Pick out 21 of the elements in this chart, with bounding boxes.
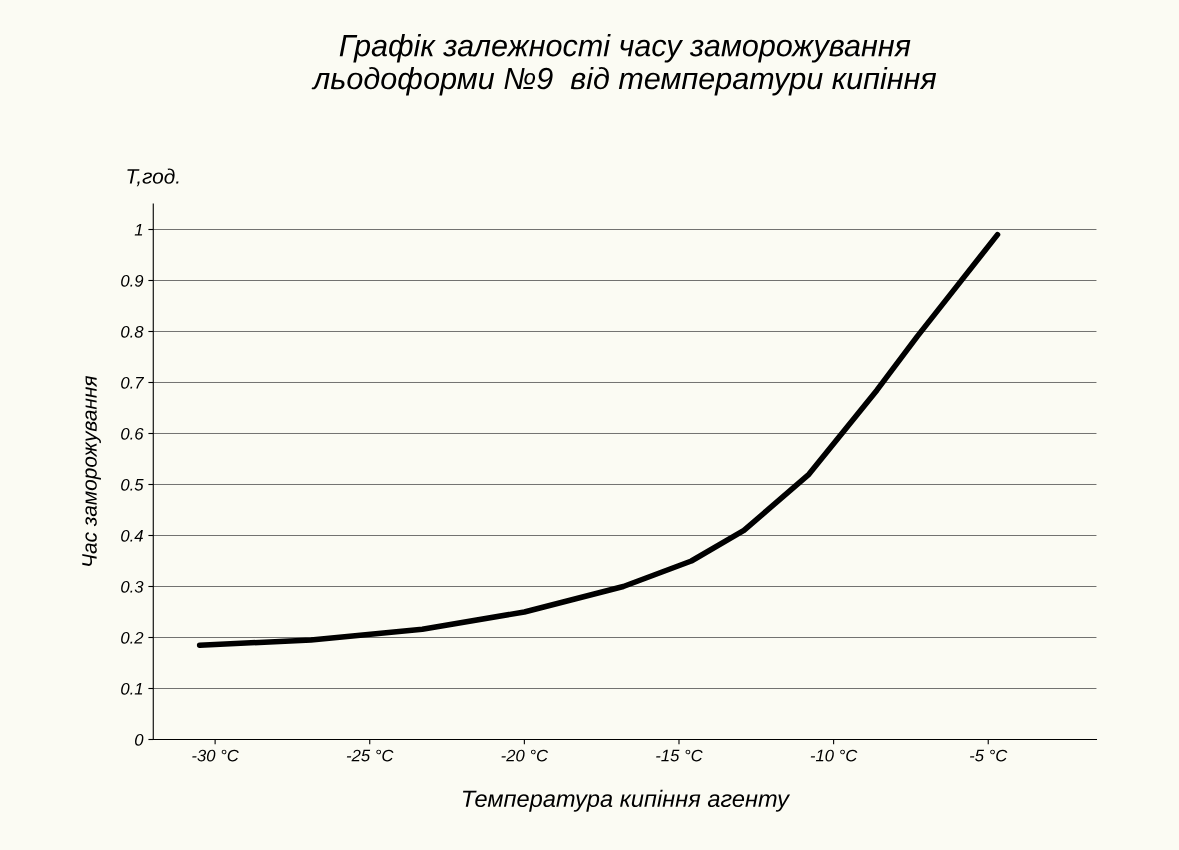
y-tick-label: 0.6 (121, 427, 144, 440)
y-tick-label: 0.5 (121, 478, 144, 491)
chart-title: Графік залежності часу заморожування льодоформи №9 від температури кипіння (311, 34, 937, 96)
y-tick-label: 0.9 (121, 274, 144, 287)
y-tick-label: 0.1 (121, 682, 143, 695)
y-tick-label: 0.4 (121, 529, 143, 542)
y-axis-title: Час заморожування (82, 375, 101, 566)
x-tick-label: -20 °C (501, 749, 549, 762)
y-tick-label: 1 (134, 224, 143, 236)
y-tick-label: 0.8 (121, 325, 144, 338)
text: T,год. (127, 168, 179, 187)
x-tick-label: -30 °C (192, 749, 239, 762)
x-tick-label: -5 °C (970, 749, 1008, 762)
x-tick-label: -10 °C (810, 749, 858, 762)
y-tick-label: 0.7 (121, 376, 145, 389)
y-tick-label: 0 (135, 733, 144, 746)
x-tick-label: -15 °C (656, 749, 703, 762)
y-tick-label: 0.2 (121, 631, 144, 644)
x-axis-title: Температура кипіння агенту (462, 789, 791, 812)
x-tick-label: -25 °C (346, 749, 394, 762)
y-tick-label: 0.3 (121, 580, 144, 593)
